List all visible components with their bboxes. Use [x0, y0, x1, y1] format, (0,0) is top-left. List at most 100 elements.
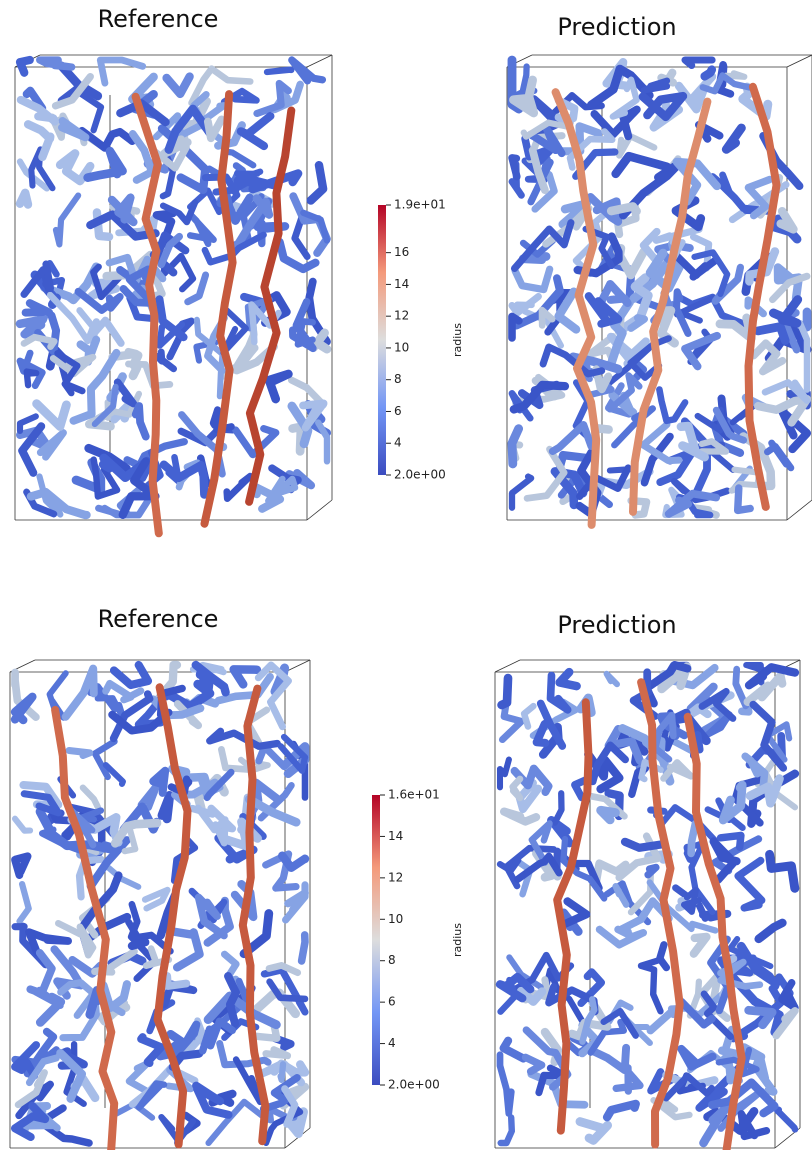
vessel — [20, 790, 62, 817]
vessel — [566, 128, 616, 171]
vessel — [527, 155, 554, 206]
vessel — [500, 807, 541, 826]
vessel — [102, 679, 145, 704]
vessel — [15, 188, 33, 209]
vessel — [230, 175, 279, 193]
vessel — [572, 148, 619, 180]
large-vessel — [744, 82, 781, 511]
vessel — [90, 456, 121, 500]
vessel — [232, 162, 247, 174]
vessel — [288, 422, 306, 456]
vessel — [22, 86, 47, 113]
colorbar-tick-label: 10 — [388, 912, 403, 926]
vessel — [592, 365, 613, 394]
vessel — [214, 833, 258, 864]
colorbar-tick-label: 4 — [394, 436, 402, 450]
vessel — [25, 928, 72, 957]
vessel — [126, 294, 157, 323]
vessel — [547, 815, 574, 848]
vessel — [644, 863, 660, 879]
vessel — [142, 945, 173, 970]
vessel — [220, 87, 260, 106]
vessel — [260, 966, 309, 1016]
vessel — [616, 133, 658, 159]
vessel — [620, 837, 668, 852]
vessel — [546, 671, 572, 714]
colorbar-tick-label: 1.6e+01 — [388, 788, 440, 802]
vessel — [184, 271, 210, 306]
vessel — [677, 998, 716, 1029]
vessel — [765, 849, 800, 893]
vessel — [590, 1043, 631, 1075]
vessel — [203, 768, 235, 802]
panel-title: Reference — [98, 605, 219, 633]
vessel — [11, 922, 50, 969]
vessel — [264, 369, 293, 404]
vessel — [91, 738, 118, 781]
vessel — [75, 855, 105, 901]
vessel — [677, 1044, 717, 1071]
vessel — [699, 72, 753, 95]
vessel — [521, 1053, 546, 1076]
vessel — [309, 328, 332, 354]
vessel — [11, 852, 32, 880]
vessel — [509, 380, 570, 414]
vessel — [87, 278, 121, 300]
vessel — [125, 360, 174, 390]
vessel — [277, 733, 309, 774]
vessel — [582, 225, 615, 269]
vessel — [172, 1020, 201, 1058]
vessel — [160, 252, 197, 293]
large-vessel — [629, 97, 712, 516]
vessel — [709, 171, 733, 196]
vessel — [510, 219, 575, 273]
vessel — [606, 202, 641, 216]
vessel — [662, 1072, 715, 1102]
vessel — [65, 746, 94, 760]
vessel — [278, 851, 310, 872]
vessel — [680, 886, 702, 915]
vessel — [266, 978, 309, 1003]
vessel — [159, 460, 209, 499]
vessel — [141, 886, 171, 912]
vessel — [107, 193, 138, 227]
vessel — [32, 986, 64, 1009]
vessel — [650, 1097, 693, 1121]
vessel — [32, 399, 71, 431]
vessel — [249, 1020, 281, 1042]
vessel — [223, 472, 254, 502]
vessel — [526, 124, 566, 158]
vessel — [536, 699, 567, 750]
vessel — [699, 1103, 731, 1148]
vessel — [666, 708, 711, 746]
vessel — [265, 962, 302, 977]
vessel — [277, 1061, 287, 1083]
vessel — [550, 467, 588, 510]
vessel — [768, 295, 803, 328]
large-vessel — [551, 88, 601, 529]
vessel — [660, 759, 695, 782]
vessel — [778, 979, 799, 1012]
vessel — [796, 319, 811, 393]
colorbar-tick-label: 12 — [394, 309, 409, 323]
vessel — [186, 212, 217, 248]
vessel — [619, 159, 684, 220]
vessel — [521, 134, 557, 171]
vessel — [263, 66, 295, 76]
vessel — [149, 766, 170, 797]
vessel — [718, 780, 747, 825]
vessel — [76, 89, 105, 134]
vessel — [214, 672, 274, 705]
vessel — [497, 1114, 516, 1147]
vessel — [687, 820, 700, 858]
vessel — [573, 859, 603, 892]
vessel — [573, 232, 623, 278]
vessel — [16, 413, 39, 434]
colorbar-tick-label: 8 — [394, 372, 402, 386]
colorbar-tick-label: 14 — [388, 829, 403, 843]
vessel — [54, 349, 81, 397]
vessel — [496, 756, 512, 791]
vessel — [217, 745, 254, 774]
box-edge — [306, 54, 333, 68]
vessel — [744, 1005, 777, 1030]
